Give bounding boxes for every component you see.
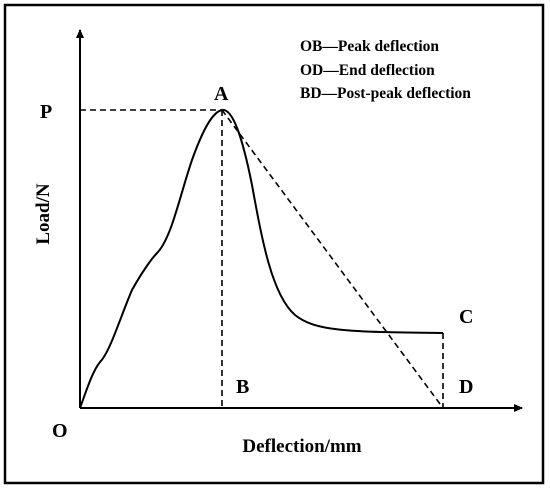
legend-post-peak-deflection: BD—Post-peak deflection xyxy=(300,85,471,102)
peak-load-p-label: P xyxy=(40,101,52,123)
secant-dashed-line xyxy=(221,109,444,409)
point-c-label: C xyxy=(459,306,473,328)
x-axis-title: Deflection/mm xyxy=(242,436,361,457)
figure-frame xyxy=(3,3,545,485)
legend-peak-deflection: OB—Peak deflection xyxy=(300,38,439,55)
origin-o-label: O xyxy=(52,420,68,442)
point-d-label: D xyxy=(459,376,473,398)
point-a-label: A xyxy=(214,83,229,105)
y-axis-title: Load/N xyxy=(33,183,54,245)
point-b-label: B xyxy=(236,376,249,398)
load-deflection-curve xyxy=(79,109,444,409)
legend-end-deflection: OD—End deflection xyxy=(300,62,435,79)
